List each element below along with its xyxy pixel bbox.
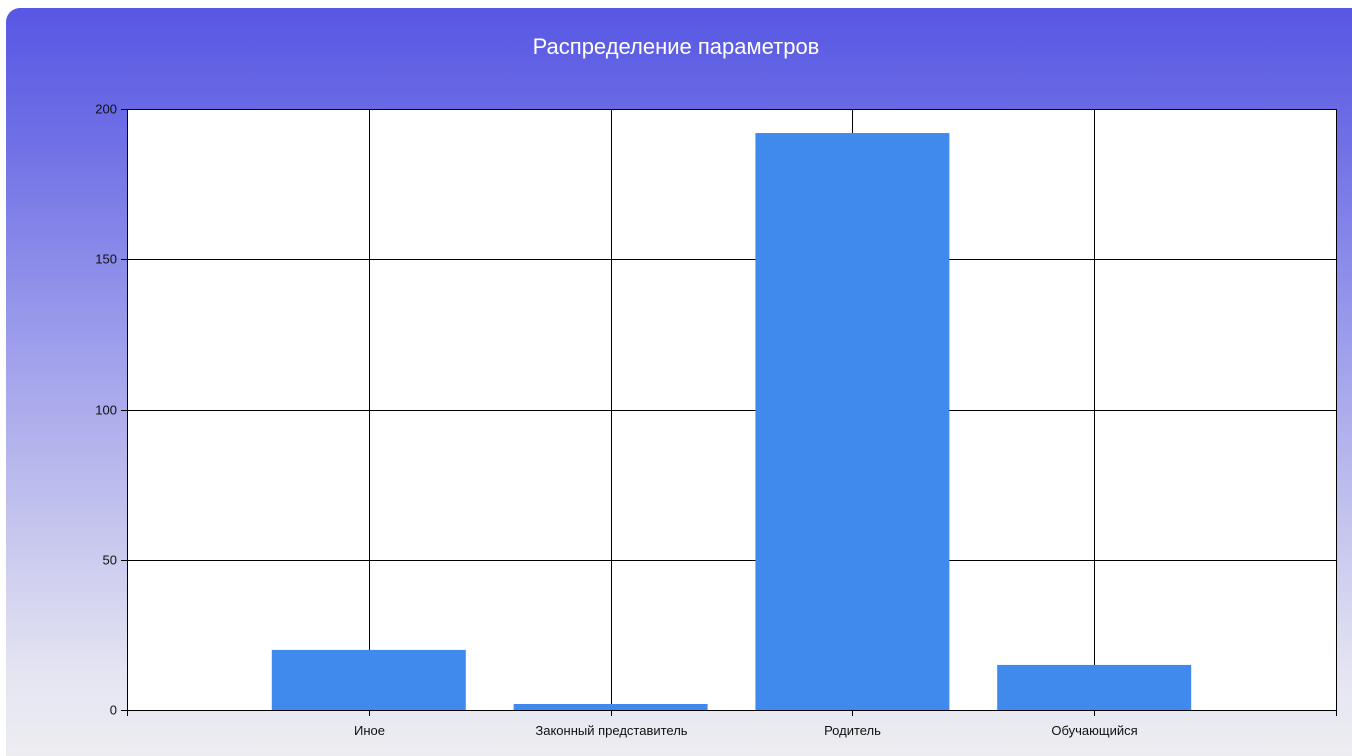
bar [513, 703, 708, 710]
y-tick-label: 0 [110, 703, 117, 718]
y-tick-label: 200 [95, 102, 117, 117]
y-tick-label: 100 [95, 403, 117, 418]
plot-area [127, 109, 1336, 710]
y-tick-labels: 0 50 100 150 200 [95, 102, 117, 718]
x-tick-label: Обучающийся [1051, 723, 1137, 738]
x-tick-label: Иное [354, 723, 385, 738]
y-tick-label: 50 [103, 553, 117, 568]
y-tick-label: 150 [95, 252, 117, 267]
chart-title: Распределение параметров [532, 34, 820, 59]
x-tick-label: Родитель [824, 723, 881, 738]
axes [121, 109, 1336, 716]
bars [271, 133, 1192, 711]
x-tick-label: Законный представитель [535, 723, 687, 738]
bar [997, 664, 1192, 710]
bar [755, 133, 950, 711]
x-tick-labels: Иное Законный представитель Родитель Обучаю… [354, 723, 1138, 738]
bar [271, 649, 466, 710]
